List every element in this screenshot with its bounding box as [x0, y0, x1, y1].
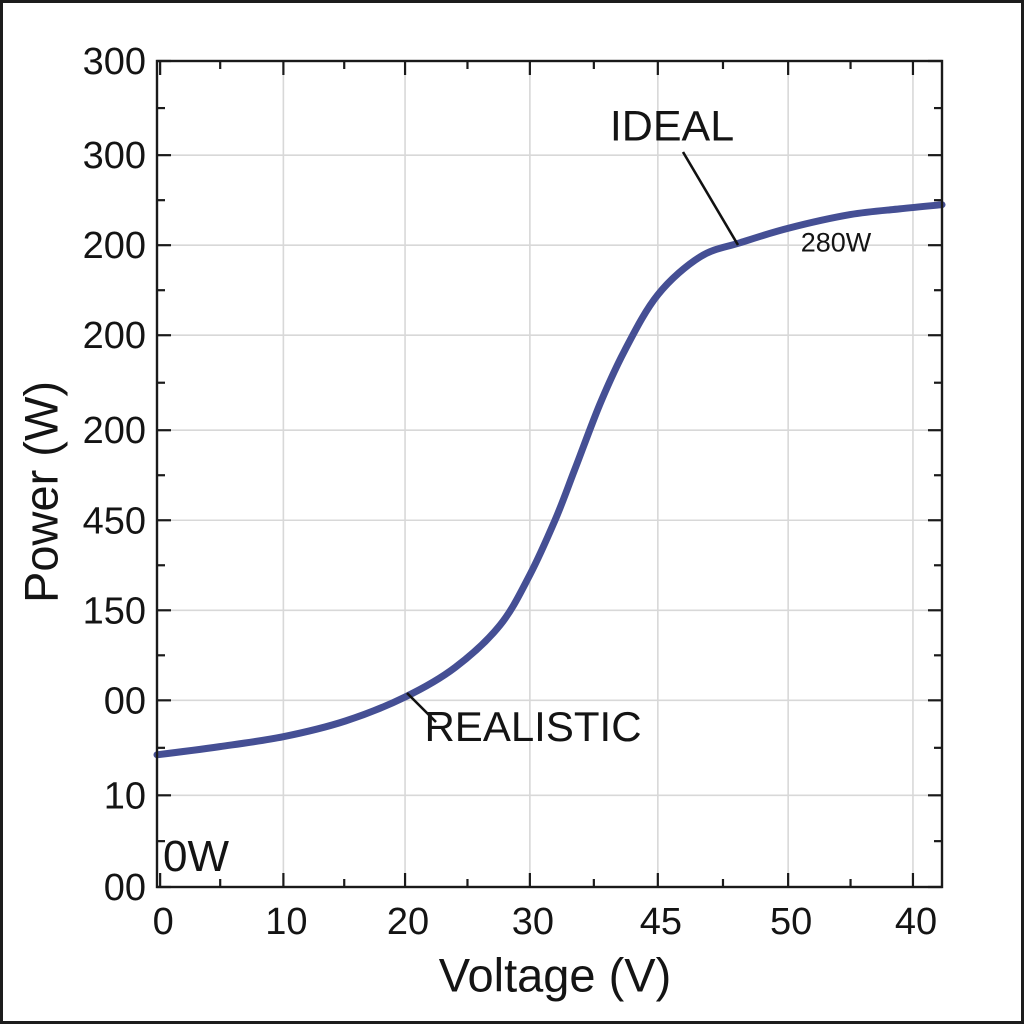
x-axis-title: Voltage (V) [438, 948, 672, 1002]
annotation-280w: 280W [800, 227, 872, 258]
y-tick-label: 150 [83, 590, 146, 632]
annotation-realistic: REALISTIC [424, 703, 642, 750]
y-tick-label: 10 [104, 775, 146, 817]
y-tick-label: 200 [83, 410, 146, 452]
plot-frame [155, 59, 944, 889]
x-tick-label: 10 [265, 901, 307, 943]
y-tick-label: 00 [104, 680, 146, 722]
annotation-ideal: IDEAL [609, 102, 735, 151]
power-curve [153, 201, 946, 759]
y-tick-label: 450 [83, 500, 146, 542]
x-tick-label: 30 [512, 901, 554, 943]
leader-line-realistic [406, 692, 437, 723]
annotation-0w: 0W [163, 832, 229, 881]
x-tick-label: 40 [895, 901, 937, 943]
x-tick-label: 20 [387, 901, 429, 943]
y-tick-label: 200 [83, 225, 146, 267]
leader-line-ideal [681, 151, 740, 246]
x-tick-label: 0 [153, 901, 174, 943]
x-tick-label: 45 [640, 901, 682, 943]
x-tick-label: 50 [770, 901, 812, 943]
y-tick-label: 300 [83, 135, 146, 177]
y-tick-label: 300 [83, 41, 146, 83]
y-tick-label: 00 [104, 867, 146, 909]
y-tick-label: 200 [83, 315, 146, 357]
y-axis-title: Power (W) [14, 381, 68, 603]
